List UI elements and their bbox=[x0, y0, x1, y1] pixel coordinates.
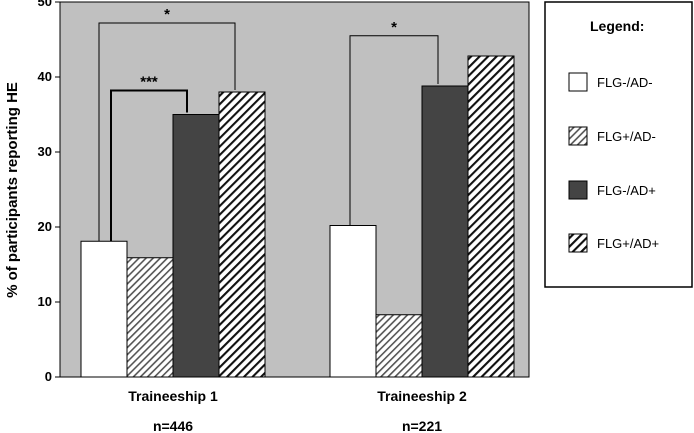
legend-label: FLG-/AD- bbox=[597, 75, 653, 90]
sample-size-label: n=221 bbox=[402, 418, 442, 433]
bar-FLG+/AD--Traineeship 2 bbox=[375, 314, 423, 378]
bar-FLG-/AD--Traineeship 1 bbox=[80, 240, 128, 378]
bars-group bbox=[80, 55, 515, 378]
y-tick-label: 20 bbox=[38, 219, 52, 234]
y-tick-label: 10 bbox=[38, 294, 52, 309]
y-tick-label: 50 bbox=[38, 0, 52, 9]
bar-FLG+/AD--Traineeship 1 bbox=[126, 257, 174, 378]
legend-entries: FLG-/AD- FLG+/AD- FLG-/AD+ FLG+/AD+ bbox=[568, 72, 659, 253]
bar-FLG-/AD+-Traineeship 1 bbox=[172, 114, 220, 378]
category-label: Traineeship 1 bbox=[128, 388, 218, 404]
significance-bracket bbox=[349, 35, 439, 226]
y-axis: 0 10 20 30 40 50 bbox=[38, 0, 60, 384]
legend-label: FLG-/AD+ bbox=[597, 183, 656, 198]
significance-label: *** bbox=[140, 74, 158, 91]
legend-label: FLG+/AD+ bbox=[597, 236, 659, 251]
significance-bracket bbox=[110, 89, 188, 242]
y-tick-label: 0 bbox=[45, 369, 52, 384]
sample-size-label: n=446 bbox=[153, 418, 193, 433]
legend-swatch bbox=[568, 72, 588, 92]
bar-FLG+/AD+-Traineeship 1 bbox=[218, 91, 266, 378]
category-label: Traineeship 2 bbox=[377, 388, 467, 404]
bar-FLG+/AD+-Traineeship 2 bbox=[467, 55, 515, 378]
legend-label: FLG+/AD- bbox=[597, 129, 656, 144]
significance-bracket bbox=[98, 22, 236, 242]
legend-swatch bbox=[568, 126, 588, 146]
legend-title: Legend: bbox=[590, 18, 644, 34]
bar-FLG-/AD+-Traineeship 2 bbox=[421, 85, 469, 378]
y-tick-label: 30 bbox=[38, 144, 52, 159]
y-tick-label: 40 bbox=[38, 69, 52, 84]
significance-label: * bbox=[391, 19, 397, 36]
significance-brackets: ***** bbox=[98, 6, 439, 242]
legend-swatch bbox=[568, 233, 588, 253]
significance-label: * bbox=[164, 6, 170, 23]
category-labels: Traineeship 1 n=446 Traineeship 2 n=221 bbox=[128, 388, 467, 433]
legend-swatch bbox=[568, 180, 588, 200]
bar-FLG-/AD--Traineeship 2 bbox=[329, 225, 377, 378]
y-axis-label: % of participants reporting HE bbox=[4, 82, 21, 298]
